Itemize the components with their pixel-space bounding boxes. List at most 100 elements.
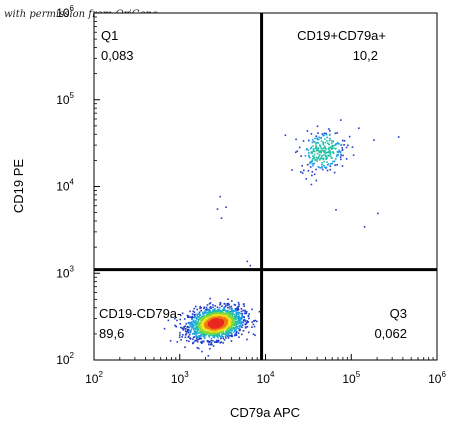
event-dot bbox=[212, 340, 214, 342]
event-dot bbox=[236, 313, 239, 315]
event-dot bbox=[181, 336, 183, 338]
event-dot bbox=[233, 313, 236, 316]
event-dot bbox=[193, 311, 196, 313]
event-dot bbox=[197, 327, 199, 329]
event-dot bbox=[234, 315, 236, 317]
event-dot bbox=[311, 141, 314, 144]
event-dot bbox=[201, 320, 204, 323]
event-dot bbox=[187, 321, 190, 324]
event-dot bbox=[208, 334, 210, 337]
event-dot bbox=[236, 330, 238, 333]
event-dot bbox=[219, 195, 221, 198]
event-dot bbox=[195, 322, 197, 324]
event-dot bbox=[219, 302, 222, 305]
event-dot bbox=[328, 155, 330, 158]
event-dot bbox=[198, 312, 201, 315]
event-dot bbox=[295, 151, 297, 154]
event-dot bbox=[203, 307, 205, 310]
event-dot bbox=[320, 140, 323, 142]
event-dot bbox=[214, 310, 217, 313]
event-dot bbox=[192, 319, 195, 322]
event-dot bbox=[226, 333, 228, 335]
event-dot bbox=[202, 318, 205, 321]
event-dot bbox=[336, 154, 338, 156]
event-dot bbox=[244, 323, 246, 325]
event-dot bbox=[199, 328, 201, 331]
event-dot bbox=[221, 315, 224, 318]
event-dot bbox=[235, 323, 238, 326]
event-dot bbox=[316, 148, 319, 150]
y-tick-label: 105 bbox=[56, 91, 74, 107]
event-dot bbox=[192, 325, 195, 328]
event-dot bbox=[221, 335, 223, 337]
event-dot bbox=[319, 157, 322, 160]
event-dot bbox=[215, 339, 218, 342]
event-dot bbox=[340, 144, 342, 146]
event-dot bbox=[228, 327, 230, 330]
event-dot bbox=[337, 153, 339, 156]
event-dot bbox=[205, 306, 208, 309]
event-dot bbox=[328, 151, 331, 154]
event-dot bbox=[314, 137, 316, 140]
event-dot bbox=[179, 323, 182, 325]
event-dot bbox=[227, 316, 230, 318]
event-dot bbox=[328, 128, 330, 130]
event-dot bbox=[325, 132, 327, 135]
event-dot bbox=[313, 141, 316, 143]
event-dot bbox=[309, 162, 311, 165]
event-dot bbox=[216, 208, 219, 210]
y-tick-label: 104 bbox=[56, 178, 74, 194]
event-dots bbox=[163, 119, 400, 357]
event-dot bbox=[317, 132, 319, 134]
event-dot bbox=[190, 328, 193, 331]
event-dot bbox=[222, 328, 224, 331]
event-dot bbox=[334, 132, 337, 135]
event-dot bbox=[319, 145, 322, 148]
event-dot bbox=[244, 312, 246, 315]
event-dot bbox=[323, 134, 325, 136]
event-dot bbox=[197, 320, 200, 322]
event-dot bbox=[220, 335, 222, 337]
event-dot bbox=[231, 317, 233, 320]
event-dot bbox=[329, 146, 332, 149]
event-dot bbox=[213, 312, 216, 315]
event-dot bbox=[209, 329, 212, 332]
event-dot bbox=[212, 336, 215, 338]
event-dot bbox=[235, 330, 237, 332]
event-dot bbox=[198, 316, 200, 318]
event-dot bbox=[217, 332, 220, 334]
event-dot bbox=[237, 319, 239, 322]
event-dot bbox=[231, 300, 233, 302]
event-dot bbox=[237, 309, 239, 312]
event-dot bbox=[240, 308, 243, 310]
y-tick-label: 106 bbox=[56, 4, 74, 20]
event-dot bbox=[191, 318, 193, 321]
event-dot bbox=[321, 148, 324, 150]
event-dot bbox=[180, 339, 182, 341]
event-dot bbox=[231, 321, 233, 323]
event-dot bbox=[252, 333, 255, 335]
event-dot bbox=[306, 163, 309, 166]
event-dot bbox=[345, 158, 348, 160]
event-dot bbox=[200, 335, 202, 337]
event-dot bbox=[332, 140, 334, 143]
event-dot bbox=[310, 133, 313, 135]
event-dot bbox=[222, 312, 224, 314]
event-dot bbox=[225, 329, 228, 332]
event-dot bbox=[331, 162, 333, 165]
event-dot bbox=[180, 326, 182, 329]
event-dot bbox=[238, 315, 240, 317]
event-dot bbox=[323, 154, 325, 156]
event-dot bbox=[300, 155, 302, 157]
event-dot bbox=[343, 140, 346, 142]
event-dot bbox=[309, 156, 311, 159]
event-dot bbox=[227, 311, 229, 313]
event-dot bbox=[216, 316, 219, 318]
event-dot bbox=[244, 309, 246, 312]
event-dot bbox=[311, 151, 313, 154]
event-dot bbox=[324, 166, 326, 168]
event-dot bbox=[313, 156, 315, 158]
y-axis-label: CD19 PE bbox=[11, 159, 26, 214]
event-dot bbox=[253, 320, 255, 322]
event-dot bbox=[334, 158, 337, 160]
